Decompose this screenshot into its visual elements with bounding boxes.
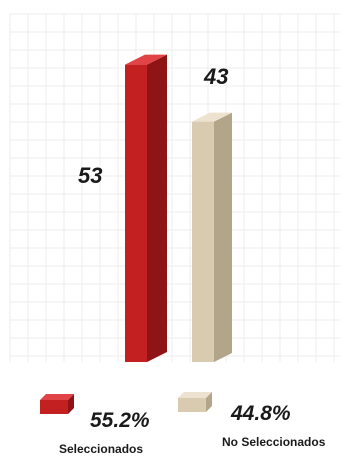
category-label-seleccionados: Seleccionados	[59, 442, 143, 456]
bar-front-face	[125, 64, 147, 362]
legend-swatch-top	[40, 394, 74, 400]
legend-swatch-top	[178, 392, 212, 398]
bar-side-face	[214, 112, 232, 362]
bar-front-face	[192, 121, 214, 362]
legend-swatch-front	[178, 398, 206, 412]
bar-value-label-seleccionados: 53	[78, 163, 102, 188]
bar-top-face	[125, 54, 167, 65]
legend	[40, 392, 212, 414]
legend-swatch-front	[40, 400, 68, 414]
legend-swatch-side	[206, 392, 212, 412]
category-label-no-seleccionados: No Seleccionados	[222, 435, 326, 449]
legend-swatch-side	[68, 394, 74, 414]
bar-value-label-no-seleccionados: 43	[203, 64, 228, 89]
legend-swatch-seleccionados	[40, 394, 74, 414]
percentage-label-seleccionados: 55.2%	[90, 409, 150, 432]
bar-side-face	[147, 54, 167, 362]
bar-top-face	[192, 112, 232, 122]
chart-bars	[125, 54, 232, 362]
bar-seleccionados	[125, 54, 167, 362]
bar-no-seleccionados	[192, 112, 232, 362]
chart-grid	[9, 13, 340, 362]
legend-swatch-no-seleccionados	[178, 392, 212, 412]
percentage-label-no-seleccionados: 44.8%	[230, 402, 291, 425]
